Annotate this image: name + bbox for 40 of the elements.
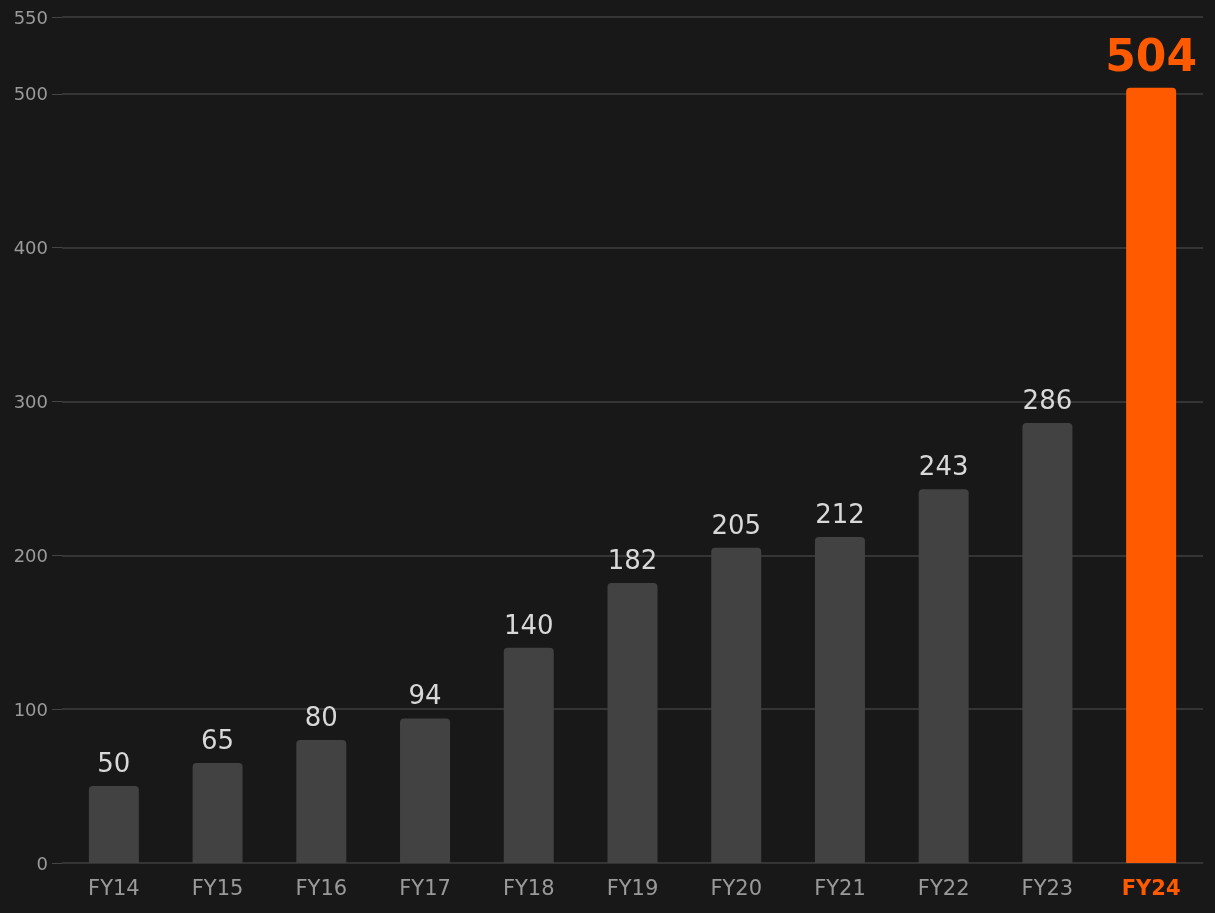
data-label: 65 — [201, 725, 235, 756]
data-label: 286 — [1022, 385, 1073, 416]
data-label: 94 — [408, 680, 442, 711]
bar — [918, 489, 969, 863]
data-label: 50 — [97, 748, 131, 779]
bar — [296, 739, 347, 863]
bar — [400, 718, 451, 863]
x-tick-label: FY20 — [710, 875, 763, 900]
data-label: 80 — [304, 701, 338, 732]
bar — [503, 647, 554, 863]
x-tick-label: FY17 — [399, 875, 451, 900]
bar — [1126, 87, 1177, 863]
x-tick-label: FY19 — [606, 875, 659, 900]
x-tick-label: FY23 — [1021, 875, 1074, 900]
y-tick-label: 500 — [13, 83, 48, 105]
bar — [1022, 423, 1073, 863]
x-tick-label: FY24 — [1121, 875, 1181, 900]
y-tick-label: 300 — [13, 391, 48, 413]
bar — [814, 536, 865, 863]
y-tick-label: 200 — [13, 544, 48, 566]
data-label: 504 — [1105, 30, 1198, 82]
data-label: 212 — [815, 498, 865, 529]
data-label: 205 — [711, 509, 762, 540]
y-tick-label: 550 — [13, 6, 48, 28]
x-tick-label: FY22 — [917, 875, 970, 900]
x-tick-label: FY21 — [814, 875, 866, 900]
x-tick-label: FY15 — [191, 875, 244, 900]
data-label: 140 — [503, 609, 554, 640]
y-tick-label: 100 — [13, 698, 48, 720]
bar — [607, 583, 658, 863]
x-tick-label: FY14 — [88, 875, 140, 900]
x-tick-label: FY16 — [295, 875, 348, 900]
data-label: 243 — [918, 451, 969, 482]
data-label: 182 — [607, 545, 658, 576]
x-tick-label: FY18 — [502, 875, 555, 900]
bar — [88, 786, 139, 863]
bar — [711, 547, 762, 863]
y-tick-label: 0 — [36, 852, 48, 874]
y-tick-label: 400 — [13, 237, 48, 259]
bar — [192, 763, 243, 863]
